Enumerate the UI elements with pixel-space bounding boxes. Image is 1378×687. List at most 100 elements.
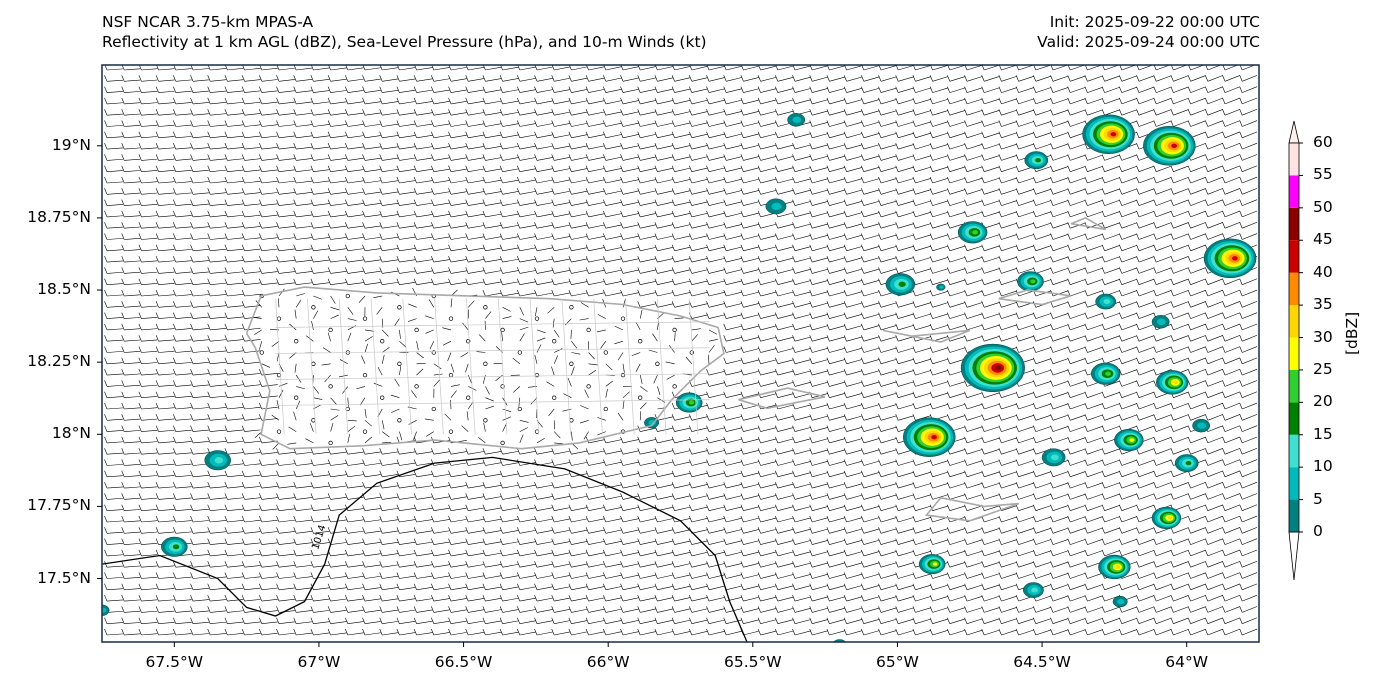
calm-wind-circle bbox=[620, 316, 626, 321]
wind-barb-flag bbox=[740, 222, 744, 229]
wind-barb-flag bbox=[843, 233, 847, 240]
wind-barb-flag bbox=[465, 233, 469, 240]
wind-barb-flag bbox=[1067, 131, 1071, 138]
wind-barb-flag bbox=[1170, 357, 1174, 364]
wind-barb-flag bbox=[1205, 278, 1209, 285]
wind-barb bbox=[158, 362, 175, 365]
wind-barb bbox=[691, 77, 708, 82]
wind-barb-flag bbox=[1136, 470, 1140, 477]
wind-barb bbox=[1121, 403, 1137, 410]
wind-barb bbox=[450, 78, 467, 82]
wind-barb-flag bbox=[259, 154, 263, 161]
wind-barb bbox=[450, 270, 467, 274]
wind-barb bbox=[1207, 414, 1223, 421]
wind-barb bbox=[141, 475, 158, 478]
wind-barb bbox=[1224, 368, 1240, 376]
wind-barb-flag bbox=[706, 154, 710, 161]
calm-wind-circle bbox=[328, 440, 333, 446]
wind-barb bbox=[1138, 425, 1155, 432]
wind-barb-flag bbox=[293, 188, 297, 195]
wind-barb-flag bbox=[689, 199, 693, 206]
wind-barb bbox=[428, 299, 435, 308]
wind-barb bbox=[1070, 290, 1086, 297]
wind-barb-flag bbox=[912, 97, 916, 105]
wind-barb bbox=[622, 363, 625, 373]
wind-barb bbox=[1087, 177, 1103, 184]
wind-barb bbox=[416, 259, 433, 263]
wind-barb bbox=[1242, 357, 1258, 365]
wind-barb bbox=[175, 395, 192, 398]
wind-barb-flag bbox=[104, 323, 108, 331]
wind-barb-flag bbox=[327, 142, 331, 150]
wind-barb-flag bbox=[259, 176, 263, 184]
wind-barb-flag bbox=[740, 75, 744, 82]
wind-barb-flag bbox=[276, 154, 280, 161]
wind-barb bbox=[596, 329, 606, 333]
wind-barb-flag bbox=[654, 289, 658, 297]
wind-barb-flag bbox=[740, 142, 744, 150]
wind-barb bbox=[502, 236, 519, 240]
wind-barb-flag bbox=[809, 493, 813, 500]
wind-barb-flag bbox=[1050, 188, 1054, 195]
wind-barb-flag bbox=[861, 255, 865, 263]
wind-barb-flag bbox=[998, 425, 1002, 432]
wind-barb bbox=[605, 145, 622, 150]
wind-barb-flag bbox=[964, 210, 968, 218]
wind-barb bbox=[605, 461, 622, 466]
wind-barb bbox=[915, 257, 931, 263]
wind-barb bbox=[296, 192, 313, 195]
wind-barb bbox=[708, 329, 718, 335]
wind-barb bbox=[777, 178, 794, 184]
wind-barb-flag bbox=[190, 142, 194, 150]
wind-barb-flag bbox=[775, 493, 779, 500]
wind-barb bbox=[674, 235, 691, 240]
wind-barb bbox=[124, 147, 141, 150]
wind-barb-flag bbox=[224, 335, 228, 342]
wind-barb bbox=[640, 224, 656, 229]
wind-barb-flag bbox=[843, 165, 847, 172]
wind-barb-flag bbox=[121, 278, 125, 285]
wind-barb bbox=[1242, 447, 1258, 455]
wind-barb bbox=[536, 123, 553, 127]
wind-barb-flag bbox=[551, 448, 555, 455]
wind-barb bbox=[1173, 233, 1189, 240]
wind-barb bbox=[1242, 493, 1258, 500]
wind-barb-flag bbox=[964, 75, 968, 82]
wind-barb-flag bbox=[929, 255, 933, 263]
wind-barb-flag bbox=[603, 142, 607, 150]
wind-barb bbox=[674, 495, 691, 500]
wind-barb-flag bbox=[620, 504, 624, 511]
wind-barb bbox=[966, 449, 983, 455]
wind-barb bbox=[1138, 245, 1155, 252]
wind-barb bbox=[605, 66, 622, 71]
wind-barb-flag bbox=[207, 301, 211, 308]
wind-barb bbox=[726, 269, 742, 274]
wind-barb bbox=[244, 79, 261, 82]
wind-barb-flag bbox=[809, 120, 813, 127]
wind-barb bbox=[932, 121, 948, 127]
wind-barb-flag bbox=[155, 86, 159, 93]
wind-barb bbox=[622, 281, 639, 285]
wind-barb bbox=[812, 472, 828, 478]
calm-wind-circle bbox=[500, 327, 505, 333]
wind-barb bbox=[1121, 177, 1137, 184]
wind-barb-flag bbox=[603, 244, 607, 251]
wind-barb bbox=[1070, 313, 1086, 319]
wind-barb bbox=[829, 155, 845, 161]
wind-barb-flag bbox=[155, 75, 159, 82]
wind-barb-flag bbox=[689, 436, 693, 444]
wind-barb bbox=[605, 281, 622, 285]
wind-barb bbox=[777, 257, 794, 263]
wind-barb bbox=[966, 313, 983, 319]
wind-barb-flag bbox=[826, 493, 830, 500]
wind-barb-flag bbox=[947, 165, 951, 172]
wind-barb bbox=[984, 279, 1000, 285]
wind-barb-flag bbox=[362, 65, 366, 71]
wind-barb-flag bbox=[276, 470, 280, 477]
wind-barb bbox=[846, 449, 863, 455]
wind-barb-flag bbox=[1153, 109, 1157, 116]
wind-barb bbox=[691, 224, 708, 229]
wind-barb bbox=[880, 65, 897, 71]
wind-barb-flag bbox=[310, 222, 314, 229]
wind-barb-flag bbox=[826, 301, 830, 308]
